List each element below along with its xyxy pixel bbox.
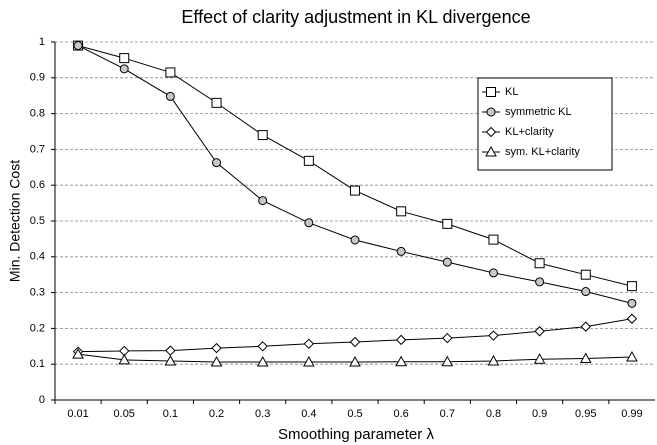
y-tick-label: 0.4 (30, 251, 45, 263)
x-tick-label: 0.1 (163, 408, 178, 420)
marker (211, 342, 222, 354)
y-tick-label: 0.3 (30, 287, 45, 299)
marker (212, 158, 222, 168)
marker (580, 321, 591, 332)
y-tick-label: 0.9 (30, 72, 45, 84)
chart-title: Effect of clarity adjustment in KL diver… (181, 7, 530, 27)
y-axis-label: Min. Detection Cost (7, 160, 23, 282)
marker (257, 341, 268, 352)
marker (627, 298, 637, 308)
y-tick-label: 0.2 (30, 322, 45, 334)
marker (442, 257, 452, 267)
marker (350, 185, 360, 196)
x-tick-label: 0.8 (486, 408, 501, 420)
y-tick-label: 0.1 (30, 358, 45, 370)
x-tick-label: 0.4 (301, 408, 316, 420)
legend-label: symmetric KL (505, 106, 572, 118)
y-tick-label: 0 (39, 394, 45, 406)
marker (396, 206, 407, 217)
marker (165, 345, 176, 356)
legend-label: KL+clarity (505, 126, 554, 138)
marker (535, 277, 545, 287)
marker (256, 356, 269, 367)
legend-label: sym. KL+clarity (505, 146, 580, 158)
y-tick-label: 0.6 (30, 179, 45, 191)
marker (485, 145, 497, 157)
marker (211, 97, 222, 108)
legend-label: KL (505, 86, 518, 98)
marker (534, 326, 545, 337)
marker (119, 64, 129, 74)
marker (626, 351, 638, 362)
x-tick-label: 0.01 (67, 408, 88, 420)
marker (580, 269, 591, 280)
marker (258, 196, 268, 206)
marker (349, 336, 361, 348)
x-tick-label: 0.2 (209, 408, 224, 420)
y-tick-label: 0.5 (30, 215, 45, 227)
marker (626, 313, 638, 324)
legend-box (477, 77, 613, 171)
x-tick-label: 0.05 (114, 408, 135, 420)
marker (72, 348, 84, 359)
x-tick-label: 0.6 (394, 408, 409, 420)
y-tick-label: 0.7 (30, 143, 45, 155)
marker (73, 41, 83, 51)
x-tick-label: 0.9 (532, 408, 547, 420)
marker (395, 334, 407, 346)
x-axis-label: Smoothing parameter λ (278, 426, 434, 443)
marker (349, 356, 361, 367)
marker (395, 355, 408, 367)
marker (579, 352, 592, 363)
marker (534, 258, 545, 269)
marker (303, 155, 314, 166)
marker (487, 354, 500, 366)
marker (165, 67, 176, 78)
marker (488, 268, 498, 278)
y-tick-label: 0.8 (30, 108, 45, 120)
marker (486, 87, 496, 97)
marker (626, 281, 637, 292)
marker (442, 218, 453, 229)
marker (164, 354, 177, 366)
marker (488, 330, 499, 341)
marker (118, 353, 131, 365)
marker (533, 353, 546, 364)
y-tick-label: 1 (39, 36, 45, 48)
marker (442, 332, 453, 344)
marker (165, 91, 175, 101)
marker (485, 126, 497, 138)
marker (486, 107, 496, 117)
marker (350, 235, 360, 245)
marker (210, 356, 223, 367)
x-tick-label: 0.99 (621, 408, 642, 420)
marker (441, 355, 454, 367)
marker (257, 130, 268, 141)
marker (303, 338, 315, 350)
marker (581, 287, 591, 297)
marker (119, 53, 130, 64)
x-tick-label: 0.5 (347, 408, 362, 420)
marker (488, 234, 499, 245)
marker (304, 218, 314, 228)
x-tick-label: 0.7 (440, 408, 455, 420)
marker (302, 356, 315, 367)
x-tick-label: 0.95 (575, 408, 596, 420)
x-tick-label: 0.3 (255, 408, 270, 420)
marker (396, 246, 406, 256)
